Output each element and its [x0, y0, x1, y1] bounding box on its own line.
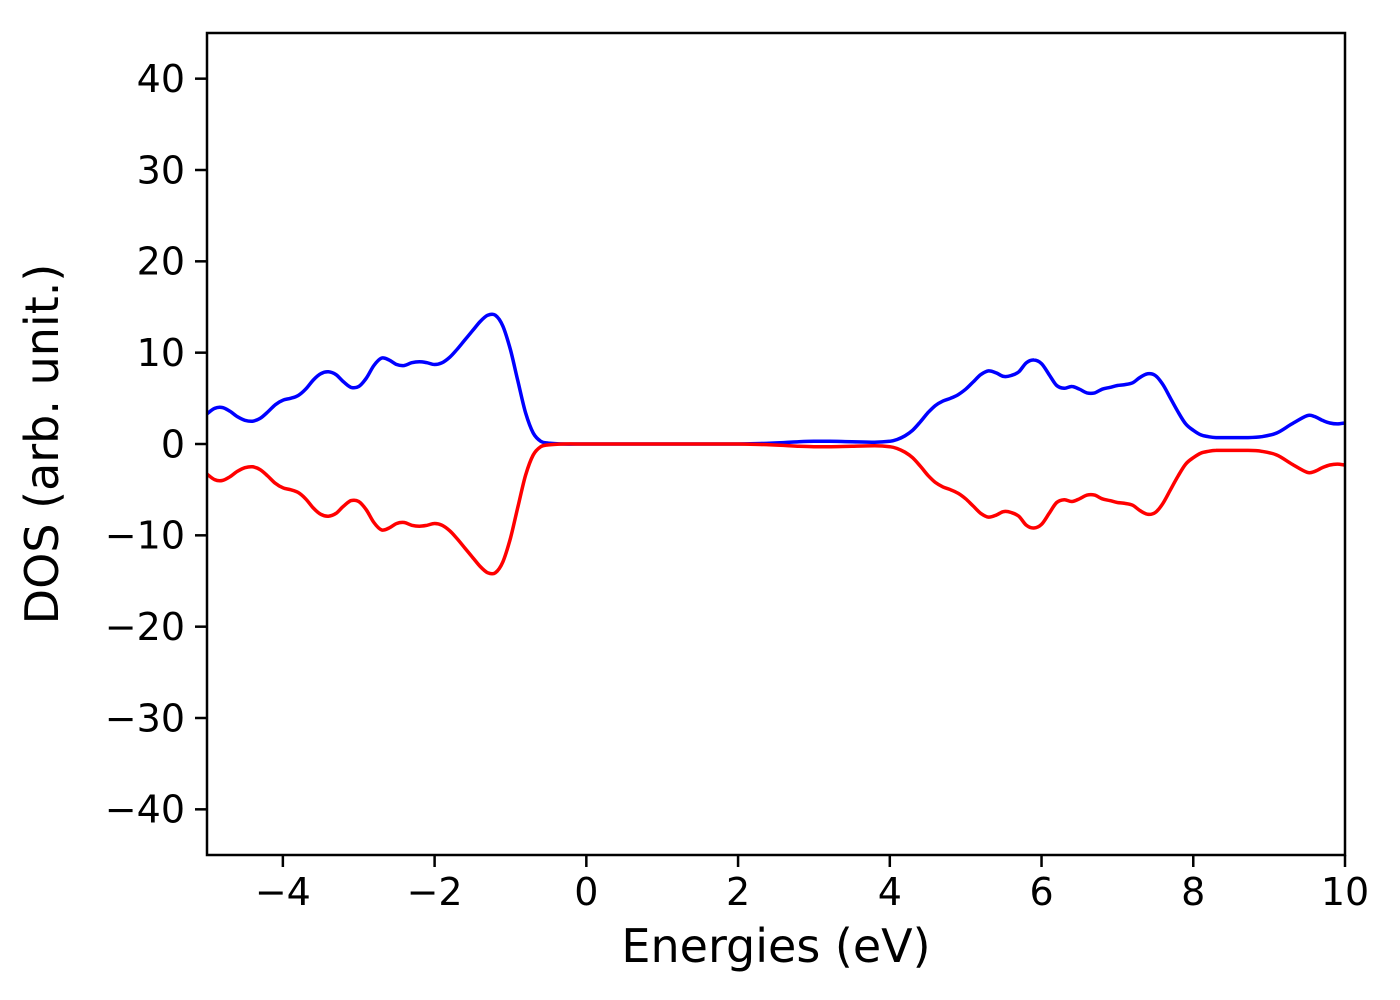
y-tick-label: 40: [137, 57, 185, 101]
x-tick-label: 8: [1181, 870, 1205, 914]
spin-down-dos-curve: [207, 442, 1345, 576]
y-tick-label: 20: [137, 240, 185, 284]
y-axis-ticks: −40 −30 −20 −10 0 10 20 30 40: [105, 57, 207, 832]
y-tick-label: −20: [105, 605, 185, 649]
y-tick-label: 30: [137, 148, 185, 192]
x-tick-label: 0: [574, 870, 598, 914]
y-tick-label: 0: [161, 422, 185, 466]
x-tick-label: 4: [878, 870, 902, 914]
x-tick-label: 6: [1029, 870, 1053, 914]
x-axis-ticks: −4 −2 0 2 4 6 8 10: [255, 855, 1369, 914]
y-tick-label: −40: [105, 788, 185, 832]
x-tick-label: −2: [407, 870, 463, 914]
y-tick-label: −30: [105, 696, 185, 740]
axes-spines: [205, 31, 1347, 857]
x-axis-label: Energies (eV): [621, 919, 930, 973]
y-tick-label: −10: [105, 514, 185, 558]
y-axis-label: DOS (arb. unit.): [15, 264, 69, 625]
x-tick-label: −4: [255, 870, 311, 914]
x-tick-label: 10: [1321, 870, 1369, 914]
x-tick-label: 2: [726, 870, 750, 914]
spin-up-dos-curve: [207, 312, 1345, 446]
y-tick-label: 10: [137, 331, 185, 375]
series-group: [207, 312, 1345, 576]
